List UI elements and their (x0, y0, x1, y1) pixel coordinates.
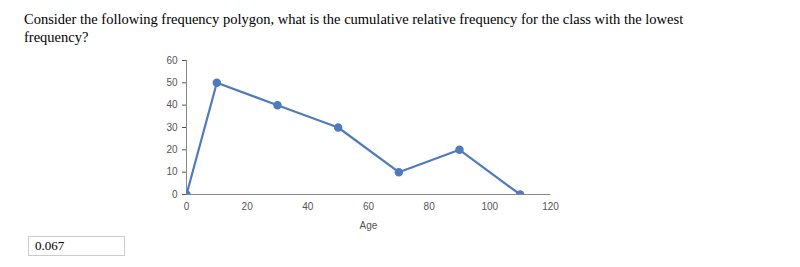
svg-text:30: 30 (166, 122, 178, 133)
svg-text:0: 0 (172, 189, 178, 200)
svg-text:60: 60 (363, 201, 375, 212)
svg-text:20: 20 (242, 201, 254, 212)
svg-text:100: 100 (481, 201, 498, 212)
svg-text:20: 20 (166, 144, 178, 155)
svg-text:Age: Age (360, 220, 378, 231)
html-text:Consider the following frequen: Consider the following frequency polygon… (24, 11, 684, 45)
svg-text:0: 0 (184, 201, 190, 212)
svg-text:120: 120 (542, 201, 559, 212)
svg-text:60: 60 (166, 55, 178, 66)
svg-text:80: 80 (424, 201, 436, 212)
svg-text:10: 10 (166, 166, 178, 177)
svg-text:40: 40 (302, 201, 314, 212)
svg-text:40: 40 (166, 99, 178, 110)
html-text:0.067: 0.067 (35, 238, 65, 253)
svg-text:50: 50 (166, 77, 178, 88)
